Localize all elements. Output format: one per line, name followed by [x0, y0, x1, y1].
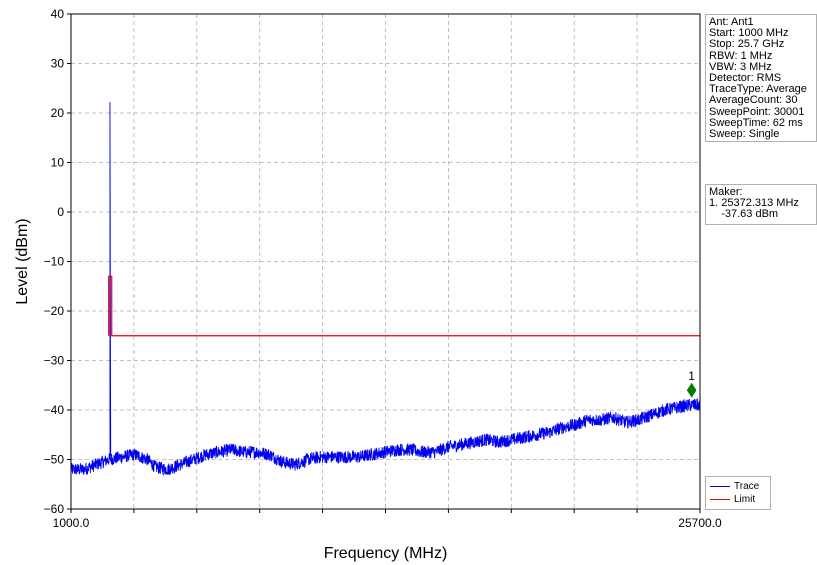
legend-item: Trace: [710, 480, 766, 493]
marker-layer: 1: [686, 369, 697, 398]
settings-panel: Ant: Ant1 Start: 1000 MHz Stop: 25.7 GHz RB…: [705, 14, 817, 142]
series-layer: [70, 102, 701, 477]
marker-panel: Maker: 1. 25372.313 MHz -37.63 dBm: [705, 184, 817, 225]
settings-line: Stop: 25.7 GHz: [709, 38, 785, 51]
y-tick-label: 0: [57, 205, 64, 219]
y-tick-label: −50: [44, 453, 65, 467]
settings-line: SweepPoint: 30001: [709, 105, 805, 118]
trace-series-line: [70, 102, 701, 477]
x-tick-label: 25700.0: [678, 516, 722, 530]
legend-label: Trace: [734, 481, 760, 492]
settings-line: VBW: 3 MHz: [709, 60, 772, 73]
y-tick-label: 20: [51, 106, 65, 120]
marker-number-label: 1: [688, 369, 695, 383]
settings-line: TraceType: Average: [709, 83, 807, 96]
legend-item: Limit: [710, 493, 766, 506]
settings-line: SweepTime: 62 ms: [709, 116, 803, 129]
y-tick-label: −10: [44, 255, 65, 269]
settings-line: Detector: RMS: [709, 72, 782, 85]
legend-label: Limit: [734, 494, 756, 505]
legend-swatch: [710, 486, 730, 487]
settings-line: Ant: Ant1: [709, 16, 754, 28]
y-tick-label: −20: [44, 304, 65, 318]
marker-line: 1. 25372.313 MHz: [709, 197, 799, 210]
marker-line: Maker:: [709, 186, 743, 198]
y-tick-label: 40: [51, 7, 65, 21]
y-axis-label: Level (dBm): [14, 218, 31, 304]
marker-line: -37.63 dBm: [709, 208, 779, 221]
settings-line: AverageCount: 30: [709, 94, 798, 107]
settings-line: Sweep: Single: [709, 128, 780, 141]
legend-swatch: [710, 499, 730, 500]
x-axis-label: Frequency (MHz): [324, 545, 448, 562]
marker-diamond: [686, 382, 697, 398]
x-axis-ticks: 1000.0 25700.0: [53, 509, 722, 530]
settings-line: Start: 1000 MHz: [709, 27, 789, 40]
limit-series-line: [108, 275, 700, 337]
x-tick-label: 1000.0: [53, 516, 90, 530]
y-tick-label: −30: [44, 354, 65, 368]
y-axis-ticks: 40 30 20 10 0 −10 −20 −30 −40 −50 −60: [44, 7, 71, 516]
y-tick-label: −40: [44, 403, 65, 417]
legend: Trace Limit: [705, 476, 771, 510]
y-tick-label: 30: [51, 57, 65, 71]
y-tick-label: −60: [44, 502, 65, 516]
settings-line: RBW: 1 MHz: [709, 49, 773, 62]
y-tick-label: 10: [51, 156, 65, 170]
grid: [71, 14, 700, 509]
